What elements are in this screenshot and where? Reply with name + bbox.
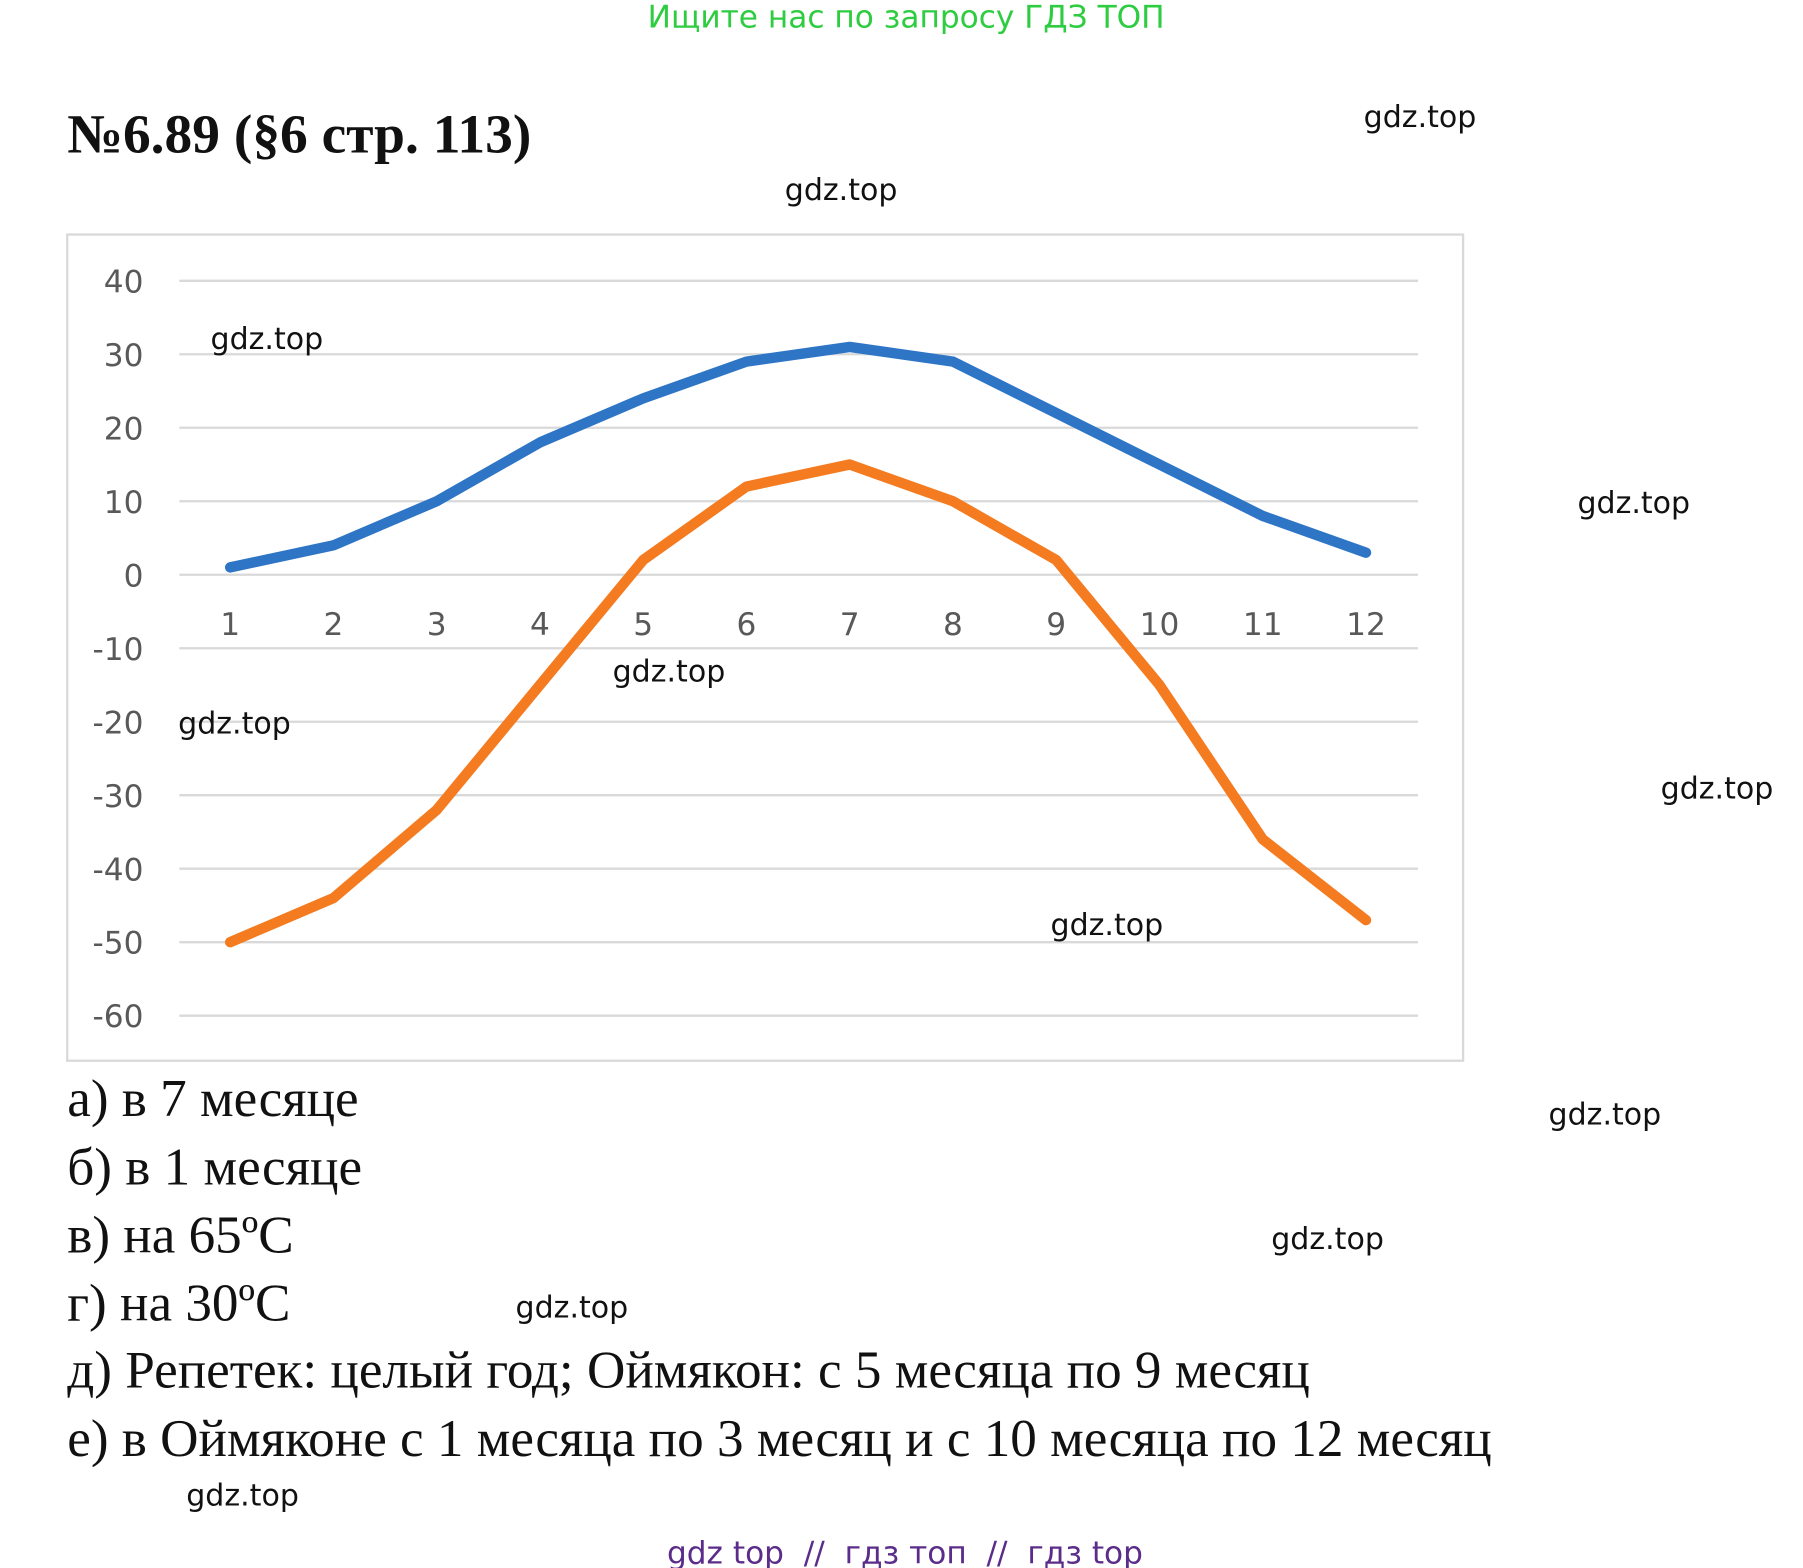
x-tick-label: 4: [530, 607, 550, 643]
x-tick-label: 3: [427, 607, 447, 643]
x-tick-label: 1: [220, 607, 240, 643]
x-tick-label: 9: [1046, 607, 1066, 643]
title: №6.89 (§6 стр. 113): [67, 104, 531, 165]
watermark: gdz.top: [516, 1290, 629, 1325]
watermark: gdz.top: [785, 173, 898, 208]
x-tick-label: 8: [943, 607, 963, 643]
x-tick-label: 10: [1140, 607, 1180, 643]
x-tick-label: 11: [1243, 607, 1283, 643]
watermark: gdz.top: [1661, 771, 1774, 806]
answer: в) на 65ºC: [67, 1207, 293, 1265]
answer: г) на 30ºC: [67, 1275, 290, 1333]
banner: Ищите нас по запросу ГДЗ ТОП: [648, 0, 1165, 36]
y-tick-label: -50: [93, 926, 144, 962]
y-tick-label: 40: [104, 264, 144, 300]
x-tick-label: 6: [737, 607, 757, 643]
answer: а) в 7 месяце: [67, 1070, 358, 1128]
watermark: gdz.top: [1577, 486, 1690, 521]
y-tick-label: 10: [104, 485, 144, 521]
watermark: gdz.top: [1364, 100, 1477, 135]
answer: е) в Оймяконе с 1 месяца по 3 месяц и с …: [67, 1410, 1492, 1468]
watermark: gdz.top: [211, 322, 324, 357]
watermark: gdz.top: [613, 655, 726, 690]
y-tick-label: -60: [93, 999, 144, 1035]
y-tick-label: -20: [93, 705, 144, 741]
y-tick-label: 20: [104, 411, 144, 447]
x-tick-label: 12: [1346, 607, 1386, 643]
watermark: gdz.top: [178, 707, 291, 742]
footer: gdz top // гдз топ // гдз top: [667, 1535, 1143, 1568]
watermark: gdz.top: [1051, 908, 1164, 943]
watermark: gdz.top: [1271, 1222, 1384, 1257]
y-tick-label: -40: [93, 852, 144, 888]
answer: б) в 1 месяце: [67, 1138, 362, 1196]
x-tick-label: 2: [323, 607, 343, 643]
x-tick-label: 7: [840, 607, 860, 643]
watermark: gdz.top: [1549, 1097, 1662, 1132]
watermark: gdz.top: [186, 1479, 299, 1514]
line-series: [224, 341, 1372, 573]
y-tick-label: 0: [124, 558, 144, 594]
y-tick-label: 30: [104, 338, 144, 374]
line-series: [224, 459, 1372, 948]
y-tick-label: -10: [93, 632, 144, 668]
x-tick-label: 5: [633, 607, 653, 643]
answer: д) Репетек: целый год; Оймякон: с 5 меся…: [67, 1342, 1310, 1400]
y-tick-label: -30: [93, 779, 144, 815]
